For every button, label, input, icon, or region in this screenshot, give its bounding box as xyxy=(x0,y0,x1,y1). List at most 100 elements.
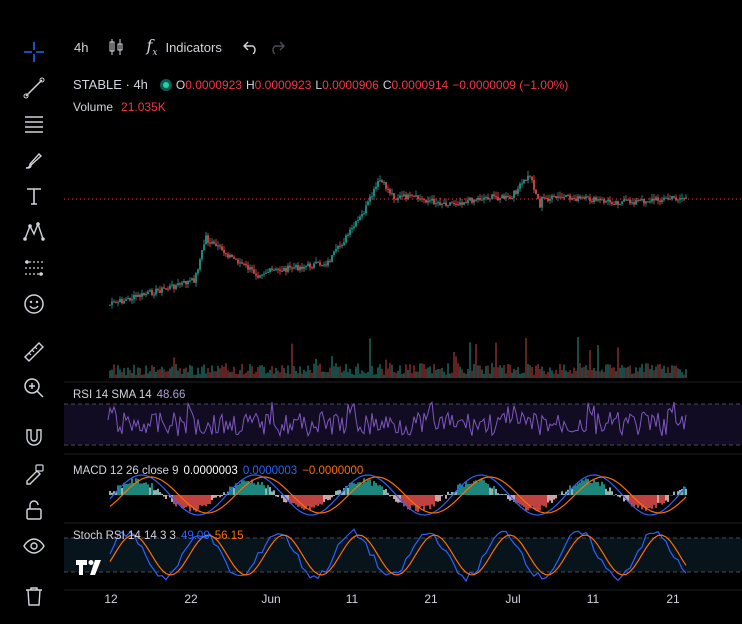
candle-body xyxy=(585,196,587,199)
volume-bar xyxy=(491,363,493,378)
macd-histogram-bar xyxy=(305,495,307,509)
candle-body xyxy=(295,265,297,268)
redo-button[interactable] xyxy=(268,40,286,54)
macd-histogram-bar xyxy=(179,495,181,505)
candles-icon xyxy=(109,39,123,55)
candle-body xyxy=(539,198,541,208)
macd-histogram-bar xyxy=(585,478,587,495)
eye-icon[interactable] xyxy=(20,532,48,560)
volume-bar xyxy=(279,372,281,378)
macd-histogram-bar xyxy=(315,495,317,506)
prediction-icon[interactable] xyxy=(20,254,48,282)
macd-histogram-bar xyxy=(143,482,145,495)
macd-histogram-bar xyxy=(359,482,361,495)
brush-icon[interactable] xyxy=(20,146,48,174)
candle-body xyxy=(503,195,505,199)
chart-type-button[interactable] xyxy=(108,38,124,56)
candle-body xyxy=(173,284,175,289)
macd-histogram-bar xyxy=(219,495,221,498)
macd-histogram-bar xyxy=(587,479,589,495)
candle-body xyxy=(487,197,489,200)
interval-button[interactable]: 4h xyxy=(74,40,88,55)
candle-body xyxy=(141,293,143,297)
trash-icon[interactable] xyxy=(20,582,48,610)
volume-bar xyxy=(603,371,605,378)
volume-bar xyxy=(331,356,333,378)
candle-body xyxy=(667,197,669,199)
macd-histogram-bar xyxy=(409,495,411,511)
emoji-icon[interactable] xyxy=(20,290,48,318)
stoch-legend: Stoch RSI 14 14 3 3 49.00 56.15 xyxy=(73,530,249,542)
indicators-button[interactable]: fx Indicators xyxy=(146,36,221,58)
candle-body xyxy=(607,199,609,202)
volume-bar xyxy=(561,369,563,378)
volume-bar xyxy=(455,356,457,378)
volume-bar xyxy=(551,370,553,378)
candle-body xyxy=(633,202,635,205)
time-axis[interactable]: 12 22 Jun 11 21 Jul 11 21 xyxy=(64,592,742,616)
volume-bar xyxy=(539,369,541,378)
macd-histogram-bar xyxy=(259,484,261,495)
candle-body xyxy=(353,226,355,228)
candle-body xyxy=(351,227,353,230)
candle-body xyxy=(553,195,555,197)
candle-body xyxy=(137,294,139,297)
volume-bar xyxy=(467,369,469,378)
volume-bar xyxy=(429,366,431,378)
volume-bar xyxy=(425,368,427,378)
candle-body xyxy=(613,204,615,206)
macd-histogram-bar xyxy=(123,482,125,495)
macd-histogram-bar xyxy=(529,495,531,509)
unlock-icon[interactable] xyxy=(20,496,48,524)
undo-button[interactable] xyxy=(242,40,260,54)
volume-bar xyxy=(235,373,237,378)
crosshair-icon[interactable] xyxy=(20,38,48,66)
volume-bar xyxy=(127,367,129,378)
fib-icon[interactable] xyxy=(20,110,48,138)
candle-body xyxy=(347,234,349,236)
candle-body xyxy=(221,246,223,251)
low-value: 0.0000906 xyxy=(322,77,379,92)
volume-bar xyxy=(171,366,173,378)
candle-body xyxy=(243,263,245,265)
macd-histogram-bar xyxy=(685,488,687,495)
candle-body xyxy=(167,288,169,290)
candle-body xyxy=(303,266,305,269)
volume-bar xyxy=(345,363,347,378)
macd-histogram-bar xyxy=(555,495,557,499)
zoom-in-icon[interactable] xyxy=(20,374,48,402)
candle-body xyxy=(645,201,647,204)
candle-body xyxy=(287,265,289,272)
candle-body xyxy=(317,261,319,263)
candle-body xyxy=(599,199,601,201)
pattern-icon[interactable] xyxy=(20,218,48,246)
volume-bar xyxy=(273,373,275,378)
candle-body xyxy=(587,196,589,198)
volume-bar xyxy=(175,364,177,378)
macd-histogram-bar xyxy=(417,495,419,512)
ruler-icon[interactable] xyxy=(20,338,48,366)
magnet-icon[interactable] xyxy=(20,424,48,452)
redo-icon xyxy=(272,41,285,54)
macd-histogram-bar xyxy=(561,491,563,495)
macd-histogram-bar xyxy=(459,483,461,495)
volume-bar xyxy=(421,363,423,378)
tradingview-logo[interactable] xyxy=(74,555,104,579)
macd-histogram-bar xyxy=(641,495,643,510)
macd-histogram-bar xyxy=(115,491,117,495)
volume-bar xyxy=(541,366,543,378)
volume-bar xyxy=(177,370,179,378)
change-value: −0.0000009 (−1.00%) xyxy=(452,77,569,92)
volume-bar xyxy=(445,374,447,378)
candle-body xyxy=(399,195,401,199)
lock-drawing-icon[interactable] xyxy=(20,460,48,488)
volume-bar xyxy=(307,365,309,378)
text-icon[interactable] xyxy=(20,182,48,210)
candle-body xyxy=(113,301,115,303)
candle-body xyxy=(589,197,591,202)
candle-body xyxy=(515,190,517,194)
trendline-icon[interactable] xyxy=(20,74,48,102)
volume-bar xyxy=(513,368,515,378)
macd-histogram-bar xyxy=(501,493,503,495)
